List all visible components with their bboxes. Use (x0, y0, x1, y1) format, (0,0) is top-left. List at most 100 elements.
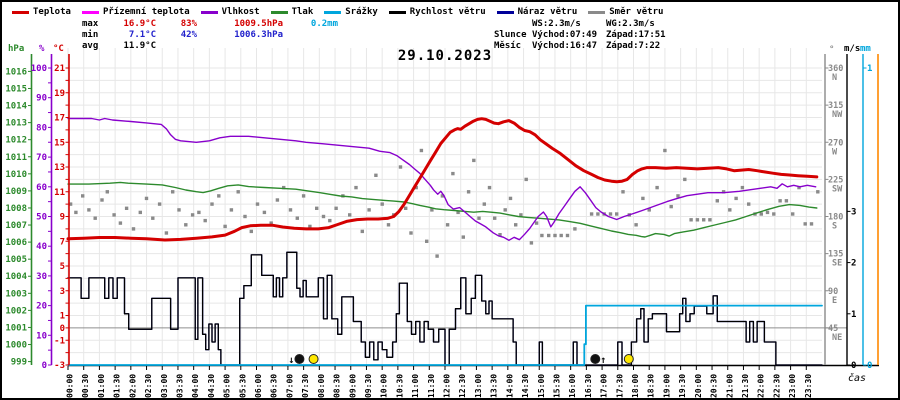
pressure-tick-label: 1004 (5, 272, 27, 282)
moon-label: Měsíc (494, 41, 522, 51)
time-tick-label: 00:00 (66, 374, 75, 398)
avg-temperature: 11.9°C (123, 41, 156, 51)
dir-tick-label: 180 (828, 213, 843, 223)
time-tick-label: 02:30 (144, 374, 153, 398)
chart-legend: Teplota Přízemní teplota Vlhkost Tlak Sr… (12, 7, 663, 17)
temp-tick-label: -3 (54, 361, 65, 371)
moonrise-marker (590, 354, 601, 364)
humidity-tick-label: 80 (36, 123, 47, 133)
time-axis-label: čas (848, 373, 867, 384)
sun-label: Slunce (494, 30, 527, 40)
humidity-tick-label: 100 (31, 64, 47, 74)
pressure-tick-label: 1008 (5, 204, 27, 214)
sun-moon-wind-stats: WS:2.3m/s WG:2.3m/s Slunce Východ:07:49 … (494, 19, 701, 52)
temp-tick-label: 11 (54, 188, 65, 198)
time-tick-label: 16:30 (584, 374, 593, 398)
min-pressure: 1006.3hPa (234, 30, 283, 40)
temp-axis: 21 19 17 15 13 11 9 7 5 3 1 0 -1 -3 °C (53, 44, 70, 371)
dir-axis-unit: ° (829, 45, 834, 55)
legend-item-wind-direction: Směr větru (588, 7, 663, 17)
pressure-tick-label: 1011 (5, 153, 27, 163)
time-tick-label: 22:00 (757, 374, 766, 398)
humidity-tick-label: 0 (42, 361, 47, 371)
rain-total: 0.2mm (310, 19, 338, 29)
pressure-tick-label: 1002 (5, 306, 27, 316)
moonset-time: Západ:7:22 (606, 41, 661, 51)
time-tick-label: 05:00 (223, 374, 232, 398)
time-tick-label: 00:30 (81, 374, 90, 398)
dir-tick-label: 45 (828, 324, 838, 334)
min-humidity: 42% (180, 30, 197, 40)
min-label: min (82, 30, 99, 40)
gridlines (67, 48, 822, 366)
pressure-tick-label: 1000 (5, 341, 27, 351)
humidity-tick-label: 40 (36, 242, 47, 252)
time-tick-label: 02:00 (128, 374, 137, 398)
temp-tick-label: 9 (60, 213, 65, 223)
time-tick-label: 20:00 (694, 374, 703, 398)
moonrise-marker-arrow-icon: ↑ (600, 355, 606, 366)
wind-speed-line-icon (388, 10, 406, 14)
time-tick-label: 06:30 (270, 374, 279, 398)
wind-tick-label: 3 (851, 207, 856, 217)
pressure-tick-label: 1006 (5, 238, 27, 248)
time-tick-label: 13:30 (490, 374, 499, 398)
moonrise-time: Východ:16:47 (532, 41, 598, 51)
time-tick-label: 11:30 (427, 374, 436, 398)
time-tick-label: 12:00 (443, 374, 452, 398)
time-tick-label: 01:30 (113, 374, 122, 398)
rain-axis-unit: mm (860, 44, 871, 54)
time-tick-label: 16:00 (568, 374, 577, 398)
temp-tick-label: 7 (60, 237, 65, 247)
dir-compass-label: NE (832, 333, 842, 343)
pressure-tick-label: 1014 (5, 102, 27, 112)
wind-gust-stat: WG:2.3m/s (606, 19, 655, 29)
rain-line-icon (324, 10, 342, 14)
dir-compass-label: SE (832, 259, 842, 269)
dir-tick-label: 135 (828, 250, 843, 260)
time-tick-label: 01:00 (97, 374, 106, 398)
time-tick-label: 10:00 (380, 374, 389, 398)
time-tick-label: 17:30 (615, 374, 624, 398)
time-tick-label: 18:00 (631, 374, 640, 398)
time-tick-label: 09:00 (348, 374, 357, 398)
humidity-tick-label: 20 (36, 302, 47, 312)
temp-axis-unit: °C (53, 44, 64, 54)
wind-tick-label: 0 (851, 361, 856, 371)
time-tick-label: 08:30 (333, 374, 342, 398)
humidity-line-icon (200, 10, 218, 14)
temperature-line-icon (12, 10, 29, 14)
temp-tick-label: 17 (54, 114, 65, 124)
wind-tick-label: 1 (851, 310, 856, 320)
daily-stats: max 16.9°C 83% 1009.5hPa 0.2mm min 7.1°C… (82, 19, 338, 52)
max-humidity: 83% (180, 19, 197, 29)
rain-axis: 1 0 mm (860, 44, 872, 371)
time-tick-label: 04:30 (207, 374, 216, 398)
temp-tick-label: -1 (54, 336, 65, 346)
humidity-tick-label: 70 (36, 153, 47, 163)
temp-tick-label: 19 (54, 89, 65, 99)
dir-tick-label: 90 (828, 287, 838, 297)
legend-item-humidity: Vlhkost (200, 7, 260, 17)
time-axis: 00:00 00:30 01:00 01:30 02:00 02:30 03:00 03:30… (66, 364, 879, 398)
rain-tick-label: 0 (867, 361, 872, 371)
pressure-tick-label: 999 (11, 358, 27, 368)
time-tick-label: 23:00 (788, 374, 797, 398)
time-tick-label: 19:00 (662, 374, 671, 398)
legend-item-ground-temperature: Přízemní teplota (81, 7, 190, 17)
wind-axis-unit: m/s (844, 44, 860, 54)
humidity-tick-label: 90 (36, 94, 47, 104)
sunrise-time: Východ:07:49 (532, 30, 598, 40)
max-temperature: 16.9°C (123, 19, 156, 29)
time-tick-label: 21:00 (725, 374, 734, 398)
time-tick-label: 19:30 (678, 374, 687, 398)
series-wind-speed (67, 251, 823, 366)
chart-date-title: 29.10.2023 (397, 48, 493, 64)
pressure-axis-unit: hPa (8, 44, 24, 54)
dir-tick-label: 270 (828, 138, 843, 148)
sunset-time: Západ:17:51 (606, 30, 666, 40)
wind-axis: 3 2 1 0 m/s (844, 44, 860, 371)
time-tick-label: 06:00 (254, 374, 263, 398)
legend-item-temperature: Teplota (12, 7, 71, 17)
moonset-marker (294, 354, 305, 364)
